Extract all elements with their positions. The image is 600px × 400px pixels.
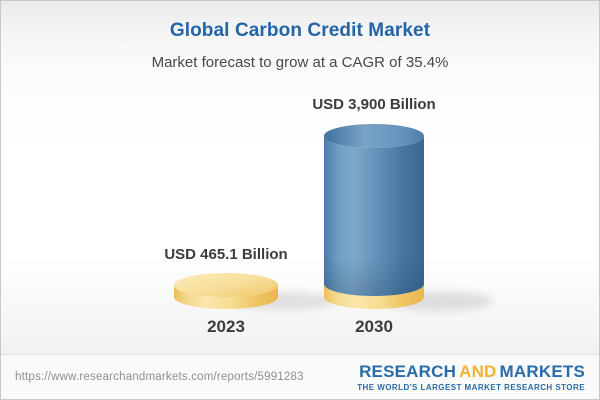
cylinder-chart-canvas [174, 124, 493, 311]
bar-2030-top [324, 124, 424, 148]
bar-cylinder-2023 [174, 273, 278, 309]
category-label-2030: 2030 [355, 317, 393, 336]
logo-word-and: AND [459, 361, 497, 381]
chart-area: Global Carbon Credit Market Market forec… [1, 1, 599, 356]
footer: https://www.researchandmarkets.com/repor… [1, 354, 599, 399]
bar-2030-gold-base [324, 284, 424, 309]
chart-title: Global Carbon Credit Market [169, 20, 431, 41]
value-label-2023: USD 465.1 Billion [164, 246, 288, 263]
category-label-2023: 2023 [207, 317, 245, 336]
value-label-2030: USD 3,900 Billion [312, 96, 436, 113]
bar-cylinder-2030 [324, 124, 424, 309]
brand-logo: RESEARCH AND MARKETS THE WORLD'S LARGEST M… [357, 363, 585, 392]
logo-word-markets: MARKETS [499, 361, 585, 381]
brand-wordmark: RESEARCH AND MARKETS [357, 363, 585, 380]
chart-subtitle: Market forecast to grow at a CAGR of 35.… [151, 54, 449, 71]
source-url: https://www.researchandmarkets.com/repor… [15, 371, 304, 383]
brand-tagline: THE WORLD'S LARGEST MARKET RESEARCH STOR… [357, 382, 585, 392]
logo-word-research: RESEARCH [359, 361, 457, 381]
